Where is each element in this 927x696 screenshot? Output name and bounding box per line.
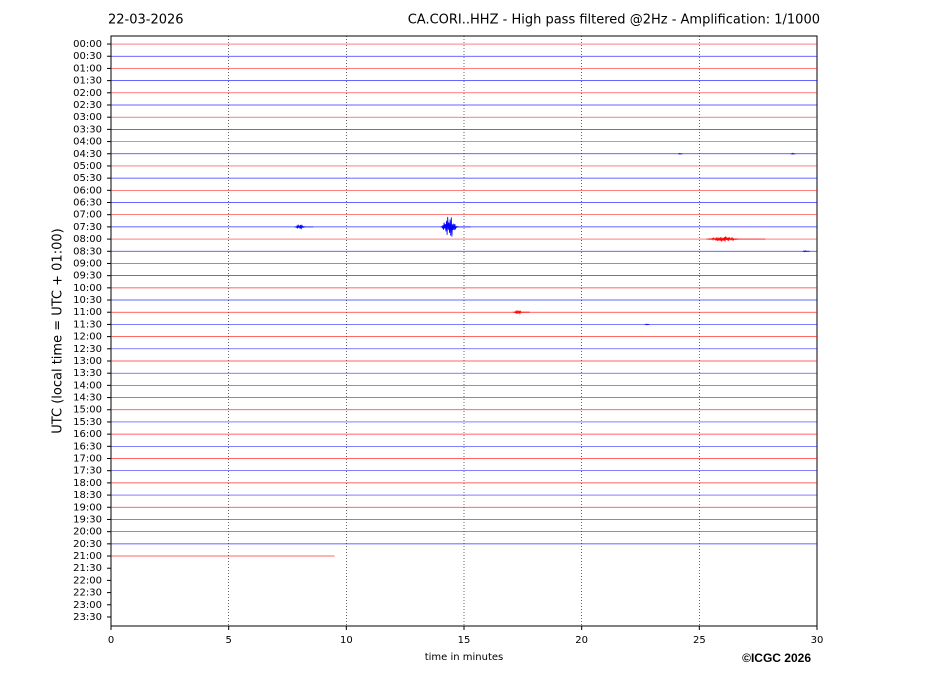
y-tick-label: 04:30	[73, 149, 102, 160]
y-tick-label: 19:30	[73, 514, 102, 525]
y-tick-label: 12:30	[73, 344, 102, 355]
y-tick-label: 04:00	[73, 137, 102, 148]
y-tick-label: 17:30	[73, 466, 102, 477]
y-tick-label: 13:00	[73, 356, 102, 367]
y-tick-label: 14:30	[73, 393, 102, 404]
y-tick-label: 20:00	[73, 527, 102, 538]
y-tick-label: 00:30	[73, 51, 102, 62]
x-tick-label: 15	[458, 635, 471, 646]
y-tick-label: 00:00	[73, 39, 102, 50]
y-tick-label: 17:00	[73, 454, 102, 465]
y-tick-label: 08:00	[73, 234, 102, 245]
event	[440, 216, 471, 237]
y-tick-label: 23:00	[73, 600, 102, 611]
x-tick-label: 10	[340, 635, 353, 646]
copyright: ©ICGC 2026	[742, 651, 811, 665]
y-tick-label: 21:30	[73, 563, 102, 574]
y-tick-label: 05:30	[73, 173, 102, 184]
y-tick-label: 03:30	[73, 124, 102, 135]
x-tick-label: 5	[225, 635, 231, 646]
y-tick-label: 16:00	[73, 429, 102, 440]
y-tick-label: 18:00	[73, 478, 102, 489]
y-tick-label: 11:30	[73, 319, 102, 330]
event	[677, 152, 683, 155]
y-tick-label: 06:00	[73, 185, 102, 196]
y-tick-label: 07:00	[73, 210, 102, 221]
event	[790, 152, 796, 155]
y-tick-label: 02:30	[73, 100, 102, 111]
y-tick-label: 11:00	[73, 307, 102, 318]
y-tick-label: 18:30	[73, 490, 102, 501]
y-tick-label: 01:30	[73, 76, 102, 87]
x-tick-label: 20	[575, 635, 588, 646]
x-tick-label: 0	[108, 635, 114, 646]
x-tick-label: 30	[811, 635, 824, 646]
y-tick-label: 15:30	[73, 417, 102, 428]
y-tick-label: 12:00	[73, 332, 102, 343]
y-tick-label: 09:30	[73, 271, 102, 282]
y-tick-label: 22:30	[73, 588, 102, 599]
y-tick-label: 01:00	[73, 63, 102, 74]
y-tick-label: 22:00	[73, 575, 102, 586]
y-tick-label: 13:30	[73, 368, 102, 379]
y-tick-label: 03:00	[73, 112, 102, 123]
y-axis-label: UTC (local time = UTC + 01:00)	[51, 228, 66, 433]
y-tick-label: 09:00	[73, 258, 102, 269]
y-tick-label: 20:30	[73, 539, 102, 550]
y-tick-label: 10:30	[73, 295, 102, 306]
x-axis-label: time in minutes	[425, 652, 504, 663]
y-tick-label: 02:00	[73, 88, 102, 99]
date: 22-03-2026	[108, 13, 184, 28]
event	[294, 224, 314, 230]
event	[644, 323, 650, 326]
y-tick-label: 05:00	[73, 161, 102, 172]
y-tick-label: 10:00	[73, 283, 102, 294]
y-tick-label: 16:30	[73, 441, 102, 452]
event	[802, 249, 810, 253]
y-tick-label: 15:00	[73, 405, 102, 416]
event	[706, 236, 766, 242]
y-tick-label: 08:30	[73, 246, 102, 257]
chart-title: CA.CORI..HHZ - High pass filtered @2Hz -…	[408, 13, 820, 28]
y-tick-label: 14:00	[73, 380, 102, 391]
y-tick-label: 21:00	[73, 551, 102, 562]
y-tick-label: 06:30	[73, 198, 102, 209]
y-tick-label: 23:30	[73, 612, 102, 623]
x-tick-label: 25	[693, 635, 706, 646]
y-tick-label: 07:30	[73, 222, 102, 233]
y-tick-label: 19:00	[73, 502, 102, 513]
event	[512, 310, 530, 315]
